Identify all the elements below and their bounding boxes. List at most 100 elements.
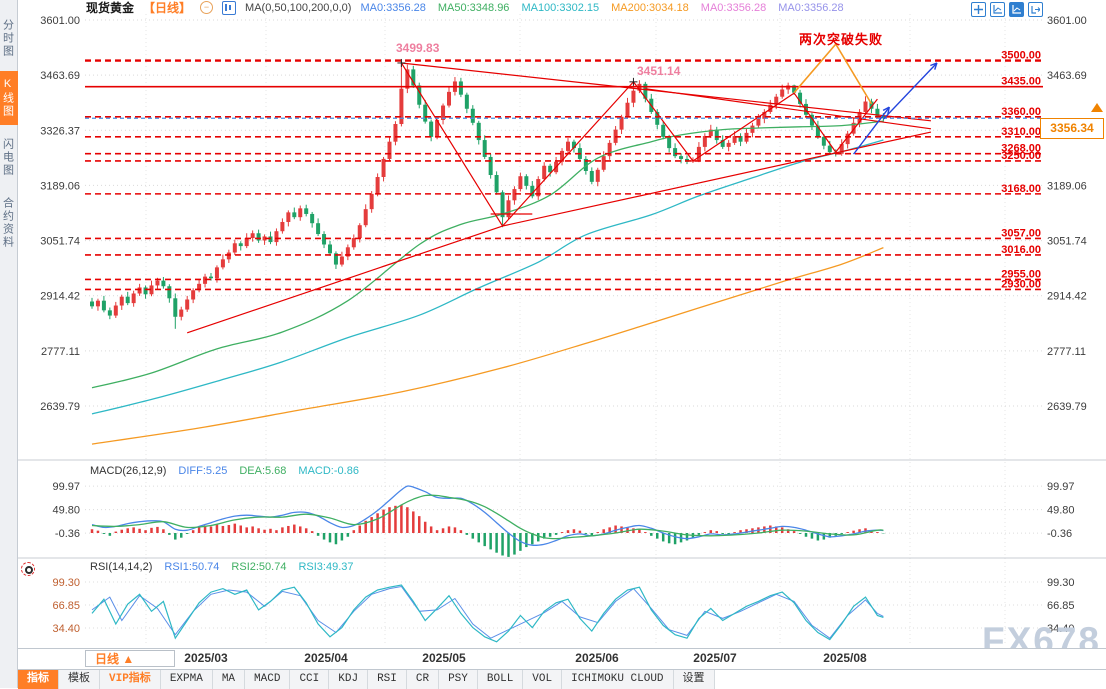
rsi3-value: RSI3:49.37 [298,561,354,573]
toolbar-tab-MA[interactable]: MA [213,670,246,689]
timeframe-selector[interactable]: 日线 ▲ [85,650,175,667]
toolbar-tab-PSY[interactable]: PSY [439,670,478,689]
x-axis-date-label: 2025/06 [575,651,619,665]
candle [458,81,463,95]
axis-scale-left-icon[interactable] [990,2,1005,17]
price-level-label: 3016.00 [1001,244,1041,256]
toolbar-tab-KDJ[interactable]: KDJ [329,670,369,689]
candle [155,280,160,286]
x-axis-row: 日线 ▲ 2025/03 2025/04 2025/05 2025/06 2025/07… [18,648,1106,670]
ma-legend-value: MA100:3302.15 [521,1,600,14]
candle [387,141,392,159]
y-axis-label-right: 3051.74 [1047,236,1087,248]
candle [851,122,856,134]
exit-icon[interactable] [1028,2,1043,17]
candle [530,185,535,197]
candle [209,276,213,279]
candle [333,253,338,265]
toolbar-tab-CR[interactable]: CR [407,670,440,689]
candle [595,169,600,182]
candle [673,148,678,157]
price-level-label: 3268.00 [1001,143,1041,155]
candle [506,200,511,218]
candle [488,156,493,176]
sidebar-item-分时图[interactable]: 分时图 [1,19,14,58]
candle [720,140,725,147]
macd-dea-value: DEA:5.68 [239,465,287,477]
candle [548,165,553,173]
current-price-badge: 3356.34 [1040,118,1104,139]
sidebar-item-合约资料[interactable]: 合约资料 [1,197,14,249]
symbol-title: 现货黄金 [86,1,135,15]
candle [524,176,529,186]
candle [351,238,356,248]
candle [226,252,231,260]
breakout-arrow [853,106,890,155]
period-label[interactable]: 【日线】 [143,1,192,15]
indicator-toolbar: 指标 模板 VIP指标 EXPMA MA MACD CCI KDJ RSI CR PSY BOLL VO… [18,669,1106,689]
candle [655,111,660,125]
toolbar-tab-ICHIMOKU CLOUD[interactable]: ICHIMOKU CLOUD [562,670,674,689]
rsi2-value: RSI2:50.74 [231,561,287,573]
crosshair-icon[interactable] [971,2,986,17]
sidebar-item-闪电图[interactable]: 闪电图 [1,138,14,177]
sidebar-item-K线图[interactable]: K线图 [0,71,18,125]
candle [815,125,820,137]
chart-canvas[interactable]: 3601.00 3601.00 3463.69 3463.69 3326.37 3189.… [0,0,1106,650]
candle [429,121,434,137]
breakout-arrow [882,62,938,120]
candle [631,90,636,103]
indicator-active-icon[interactable] [21,562,35,576]
candle [536,179,541,197]
candle [369,193,374,210]
toolbar-tab-模板[interactable]: 模板 [59,670,100,689]
y-axis-label-left: 2914.42 [40,291,80,303]
candle [262,236,267,241]
macd-axis-label-left: 99.97 [52,481,80,493]
price-level-label: 2955.00 [1001,268,1041,280]
candlestick-chart-icon[interactable] [222,0,237,15]
toolbar-tab-CCI[interactable]: CCI [290,670,330,689]
candle [750,125,755,133]
candle [125,296,130,304]
candle [149,285,154,295]
candle [417,85,422,105]
rsi-header: RSI(14,14,2) RSI1:50.74 RSI2:50.74 RSI3:… [90,561,354,573]
candle [280,221,285,232]
toolbar-tab-VOL[interactable]: VOL [523,670,563,689]
candle [375,177,380,194]
ma-settings-label[interactable]: MA(0,50,100,200,0,0) [245,1,352,14]
toolbar-tab-指标[interactable]: 指标 [18,670,59,689]
candle [476,122,481,141]
x-axis-date-label: 2025/08 [823,651,867,665]
candle [625,102,630,117]
candle [643,83,648,99]
candle [566,141,570,151]
candle [381,158,386,178]
toolbar-tab-EXPMA[interactable]: EXPMA [161,670,213,689]
candle [780,89,785,97]
y-axis-label-left: 2639.79 [40,401,80,413]
macd-axis-label-right: 49.80 [1047,505,1075,517]
candle [393,124,398,142]
ma-legend-value: MA0:3356.28 [360,1,426,14]
toolbar-tab-BOLL[interactable]: BOLL [478,670,524,689]
y-axis-label-left: 2777.11 [41,346,80,358]
toolbar-tab-设置[interactable]: 设置 [674,670,715,689]
toolbar-tab-MACD[interactable]: MACD [245,670,291,689]
toolbar-tab-RSI[interactable]: RSI [368,670,407,689]
candle [661,124,666,137]
candle [679,156,684,159]
candle [869,101,874,109]
rsi-axis-label-right: 34.40 [1047,623,1075,635]
candle [232,243,237,253]
candle [137,287,142,294]
axis-scale-right-icon[interactable] [1009,2,1024,17]
collapse-icon[interactable]: − [200,1,214,14]
price-level-label: 3360.00 [1001,106,1041,118]
candle [441,105,446,120]
macd-axis-label-left: -0.36 [55,528,80,540]
toolbar-tab-VIP指标[interactable]: VIP指标 [100,670,161,689]
candle [167,286,172,299]
